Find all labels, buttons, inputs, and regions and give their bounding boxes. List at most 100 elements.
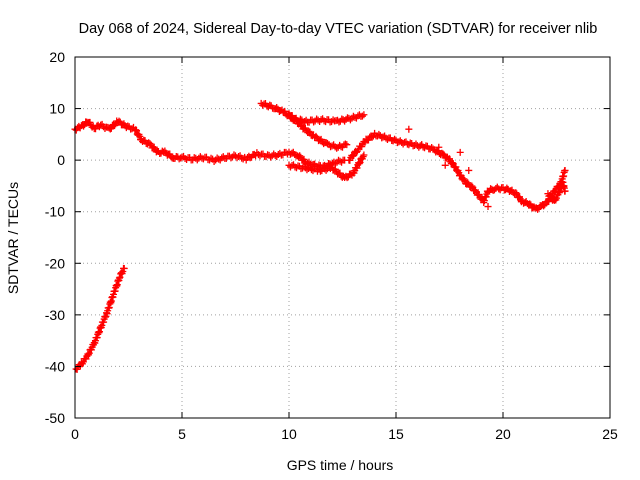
data-point <box>238 154 246 162</box>
data-point <box>360 151 368 159</box>
data-point <box>452 163 460 171</box>
data-point <box>349 152 357 160</box>
data-point <box>297 121 305 129</box>
data-point <box>460 175 468 183</box>
series-afternoon-spikes <box>405 125 492 211</box>
series-descending-arc <box>285 110 351 152</box>
data-point <box>553 194 560 202</box>
x-tick-label: 20 <box>495 426 511 442</box>
data-point <box>353 164 361 172</box>
data-point <box>296 152 304 160</box>
data-point <box>359 153 367 161</box>
data-point <box>468 182 476 190</box>
data-point <box>343 174 351 182</box>
data-point <box>484 188 492 196</box>
data-point <box>193 156 201 164</box>
y-tick-label: -20 <box>45 255 65 271</box>
data-point <box>456 148 464 156</box>
data-point <box>288 161 296 169</box>
marks-layer <box>71 99 569 373</box>
data-point <box>475 191 483 199</box>
grid-layer <box>75 57 610 418</box>
data-point <box>547 192 555 200</box>
data-point <box>561 187 569 195</box>
x-tick-label: 15 <box>388 426 404 442</box>
data-point <box>375 130 383 138</box>
data-point <box>324 139 332 147</box>
data-point <box>85 351 93 359</box>
data-point <box>288 112 296 120</box>
data-point <box>534 205 542 213</box>
data-point <box>358 112 366 120</box>
data-point <box>336 157 344 165</box>
data-point <box>360 111 368 119</box>
data-point <box>119 267 127 275</box>
data-point <box>133 127 141 135</box>
data-point <box>120 264 128 272</box>
data-point <box>207 154 215 162</box>
chart-title: Day 068 of 2024, Sidereal Day-to-day VTE… <box>79 21 598 37</box>
y-tick-label: 20 <box>49 49 65 65</box>
data-point <box>312 132 320 140</box>
data-point <box>343 141 351 149</box>
data-point <box>320 117 328 125</box>
x-axis-label: GPS time / hours <box>287 457 394 473</box>
data-point <box>368 133 376 141</box>
data-point <box>551 195 559 203</box>
data-point <box>300 163 308 171</box>
data-point <box>304 165 312 172</box>
data-point <box>271 151 279 159</box>
series-evening-branch <box>544 178 569 204</box>
data-point <box>116 273 124 281</box>
data-point <box>484 203 492 211</box>
series-middle-connector <box>345 129 439 164</box>
y-tick-label: -30 <box>45 307 65 323</box>
data-point <box>84 350 92 358</box>
data-point <box>306 128 314 136</box>
data-point <box>136 132 144 140</box>
x-tick-label: 10 <box>281 426 297 442</box>
data-point <box>355 160 363 168</box>
data-point <box>305 127 313 135</box>
y-tick-label: -40 <box>45 358 65 374</box>
data-point <box>317 116 325 124</box>
data-point <box>351 113 359 121</box>
data-point <box>448 159 456 167</box>
data-point <box>453 167 461 175</box>
data-point <box>512 189 520 197</box>
data-point <box>356 158 364 166</box>
x-tick-label: 25 <box>602 426 618 442</box>
series-afternoon-track <box>431 146 569 213</box>
data-point <box>181 154 189 162</box>
data-point <box>80 122 88 130</box>
data-point <box>210 157 218 165</box>
data-point <box>215 155 223 163</box>
data-point <box>146 140 154 148</box>
y-tick-label: 10 <box>49 101 65 117</box>
data-point <box>328 142 336 150</box>
y-tick-label: -10 <box>45 204 65 220</box>
data-point <box>405 125 413 133</box>
data-point <box>291 163 299 171</box>
y-tick-label: 0 <box>57 152 65 168</box>
data-point <box>235 153 243 161</box>
series-lower-arc <box>285 151 368 182</box>
data-point <box>561 166 569 174</box>
data-point <box>418 141 426 149</box>
data-point <box>267 153 275 161</box>
y-tick-label: -50 <box>45 410 65 426</box>
series-upper-arc <box>257 99 368 126</box>
data-point <box>227 154 235 162</box>
data-point <box>134 131 142 139</box>
data-point <box>439 150 447 158</box>
data-point <box>435 143 443 151</box>
plot-frame <box>74 56 611 419</box>
x-tick-label: 5 <box>178 426 186 442</box>
data-point <box>132 126 140 134</box>
ticks-layer: -50 -40 -30 -20 -10 0 10 20 0 5 10 15 20 25 <box>45 49 618 442</box>
y-axis-label: SDTVAR / TECUs <box>5 182 21 294</box>
data-point <box>291 115 299 123</box>
data-point <box>117 269 125 277</box>
data-point <box>341 140 349 148</box>
